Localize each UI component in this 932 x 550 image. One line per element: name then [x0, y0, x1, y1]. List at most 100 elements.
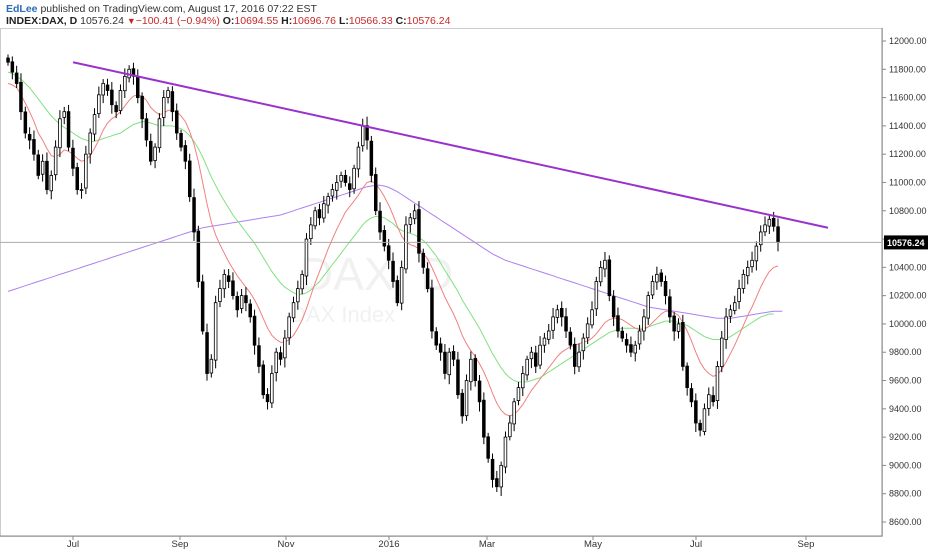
candle [192, 188, 196, 241]
symbol-label: INDEX:DAX, D [6, 15, 78, 27]
candle [663, 275, 668, 305]
candle-body [525, 358, 529, 376]
candle [62, 106, 67, 125]
candle-body [114, 105, 118, 113]
candle [629, 336, 633, 358]
candle [702, 403, 707, 436]
price-tick-label: 11400.00 [889, 121, 926, 131]
candle-body [633, 344, 638, 354]
candle [330, 183, 335, 202]
candle [248, 299, 252, 323]
candle [482, 392, 486, 445]
candle-body [464, 380, 469, 417]
candle [655, 266, 659, 290]
candle [711, 386, 715, 407]
down-arrow-icon: ▼ [126, 16, 136, 26]
candle [689, 383, 694, 408]
candle-body [655, 273, 659, 283]
candle [360, 118, 365, 152]
candle-body [278, 352, 283, 360]
candle [309, 217, 313, 246]
candle [14, 65, 19, 88]
candle-body [646, 295, 651, 319]
candle-body [412, 210, 417, 220]
candle-body [274, 351, 278, 374]
candle-body [291, 302, 296, 319]
candle-body [148, 140, 153, 162]
price-tick-label: 11200.00 [889, 149, 926, 159]
price-axis[interactable]: 8600.00 8800.00 9000.00 9200.00 9400.00 9600.… [881, 28, 927, 536]
candle [568, 327, 573, 350]
last-price-tag-label: 10576.24 [887, 238, 925, 248]
candle [555, 304, 560, 324]
candle [213, 295, 218, 369]
candle-body [547, 330, 551, 340]
candle-body [733, 302, 737, 311]
candle [36, 149, 41, 180]
candle [525, 355, 529, 381]
candle-body [347, 183, 352, 190]
time-tick-label: Nov [278, 539, 295, 550]
candle-body [568, 331, 573, 346]
trendline[interactable] [72, 61, 829, 229]
candle [287, 312, 291, 345]
candle-body [304, 238, 309, 277]
candle [676, 318, 681, 339]
candle [421, 248, 425, 274]
candle [698, 419, 702, 437]
time-tick-label: Jul [67, 539, 79, 550]
candle-body [84, 153, 88, 189]
candle [767, 214, 772, 234]
candle [529, 346, 534, 369]
candle-body [425, 268, 430, 289]
candle-body [663, 280, 668, 297]
candle [430, 279, 434, 339]
candle [633, 340, 638, 362]
candle-body [391, 260, 395, 282]
time-axis[interactable]: Jul Sep Nov 2016 Mar May Jul Sep [0, 535, 882, 550]
candle-body [118, 90, 123, 112]
candle-body [707, 394, 711, 409]
candle [759, 225, 763, 252]
candle-body [66, 111, 71, 148]
candle [681, 314, 685, 371]
candle-body [495, 478, 499, 488]
candle [447, 347, 451, 385]
candle-body [404, 224, 408, 270]
candle [728, 304, 733, 323]
candle-body [309, 224, 313, 239]
candle-body [577, 351, 581, 368]
watermark-description: DAX Index [290, 302, 395, 327]
candle-body [205, 332, 209, 374]
candle-body [486, 436, 490, 459]
candle-body [265, 394, 270, 403]
candle [425, 262, 430, 293]
candle [642, 308, 646, 341]
candle [66, 104, 71, 152]
candle [395, 275, 400, 307]
candle [140, 92, 144, 129]
price-tick-label: 10000.00 [889, 319, 927, 329]
candle [300, 270, 304, 295]
candle [551, 307, 555, 339]
candle-body [672, 315, 676, 332]
candle-body [58, 118, 62, 149]
candle [200, 274, 205, 335]
candle-body [71, 147, 75, 169]
candle [724, 307, 728, 349]
candle [477, 375, 482, 412]
low-value: 10566.33 [348, 15, 393, 27]
candle-body [36, 154, 41, 176]
candle-body [166, 90, 170, 98]
candle [720, 331, 724, 373]
candle-body [157, 118, 162, 149]
price-tick-label: 9200.00 [889, 432, 922, 442]
author-name[interactable]: EdLee [6, 3, 38, 15]
candle-body [443, 351, 447, 374]
candle [378, 202, 382, 240]
candle-body [261, 364, 265, 396]
candle-body [270, 373, 274, 404]
candle-body [360, 125, 365, 147]
candle-body [32, 139, 36, 155]
